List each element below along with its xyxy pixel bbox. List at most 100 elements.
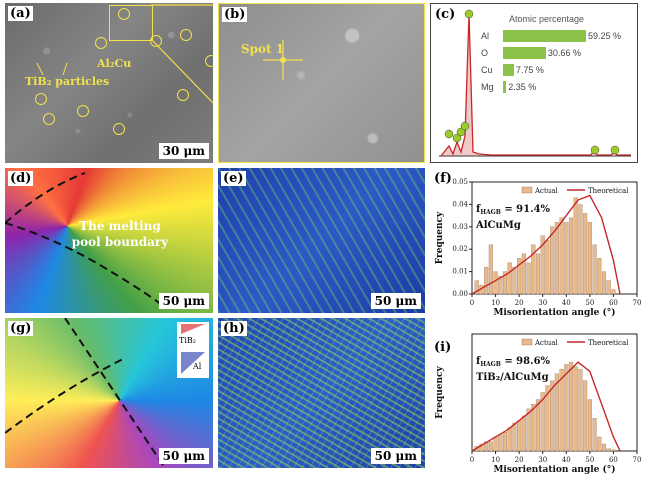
misorientation-chart-i: (i) 0 10 20 30 40 50 60 70 Misorientation angle … xyxy=(430,320,645,475)
x-tick-label: 60 xyxy=(609,456,618,464)
x-tick-label: 70 xyxy=(633,299,642,307)
panel-label-g: (g) xyxy=(8,321,34,336)
histogram-bar xyxy=(507,262,512,295)
histogram-bar xyxy=(488,441,493,452)
scale-bar-label: 50 μm xyxy=(158,448,209,464)
eds-bar-row: Mg 2.35 % xyxy=(481,79,631,96)
histogram-bar xyxy=(531,404,536,452)
panel-label-d: (d) xyxy=(8,171,34,186)
eds-element-label: Cu xyxy=(481,65,493,75)
histogram-bar xyxy=(597,258,602,295)
y-tick-label: 0.04 xyxy=(452,200,468,208)
eds-chart xyxy=(439,9,631,157)
eds-spectrum-panel: (c) Atomic percentage Al 59.25 % O 30.66 % C… xyxy=(430,3,638,163)
hagb-fraction-label: fHAGB = 91.4% xyxy=(476,204,551,216)
spot-crosshair xyxy=(263,40,303,80)
histogram-bar xyxy=(559,368,564,452)
y-tick-label: 0.01 xyxy=(452,268,468,276)
x-axis-label: Misorientation angle (°) xyxy=(493,307,615,318)
ipf-legend: TiB₂ Al xyxy=(177,322,209,378)
eds-value-label: 59.25 % xyxy=(587,31,621,41)
histogram-bar xyxy=(573,197,578,295)
eds-bar-list: Al 59.25 % O 30.66 % Cu 7.75 % Mg 2.35 % xyxy=(481,28,631,96)
misorientation-chart-f: (f) 0 10 20 30 40 50 60 70 0.00 0.01 0.02 0.03 0.04 0… xyxy=(430,168,645,318)
ipf-map-panel-2: (g) TiB₂ Al 50 μm xyxy=(5,318,213,468)
histogram-bar xyxy=(601,443,607,452)
histogram-bar xyxy=(601,271,607,295)
legend-label-theoretical: Theoretical xyxy=(588,187,629,195)
histogram-bar xyxy=(521,415,526,452)
al2cu-label: Al₂Cu xyxy=(97,57,132,70)
histogram-bar xyxy=(606,448,611,452)
x-tick-label: 50 xyxy=(585,299,594,307)
melt-pool-label: The melting pool boundary xyxy=(71,219,169,249)
particle-marker xyxy=(77,105,89,117)
histogram-bar xyxy=(578,204,583,295)
histogram-bar xyxy=(554,373,559,452)
histogram-bar xyxy=(592,244,597,295)
particle-marker xyxy=(43,113,55,125)
legend-swatch-actual xyxy=(521,338,533,346)
histogram-bar xyxy=(526,408,531,452)
legend-al-label: Al xyxy=(193,362,202,371)
eds-element-label: Mg xyxy=(481,82,494,92)
x-tick-label: 0 xyxy=(470,299,474,307)
panel-label-a: (a) xyxy=(8,6,33,21)
histogram-bar xyxy=(583,213,588,295)
histogram-bar xyxy=(517,420,522,452)
scale-bar-label: 50 μm xyxy=(370,448,421,464)
histogram-bar xyxy=(507,427,512,452)
histogram-bar xyxy=(597,436,602,452)
eds-bar xyxy=(503,47,546,59)
scale-bar-label: 50 μm xyxy=(370,293,421,309)
histogram-bar xyxy=(512,266,517,295)
histogram-bar xyxy=(479,443,484,452)
histogram-bar xyxy=(564,222,569,295)
histogram-bar xyxy=(550,226,555,295)
histogram-bar xyxy=(583,380,588,452)
eds-bar-row: Al 59.25 % xyxy=(481,28,631,45)
x-tick-label: 20 xyxy=(515,456,524,464)
kam-map-panel-2: (h) 50 μm xyxy=(218,318,425,468)
scale-bar-label: 30 μm xyxy=(158,143,209,159)
panel-label-e: (e) xyxy=(221,171,246,186)
panel-label-h: (h) xyxy=(221,321,247,336)
eds-element-label: Al xyxy=(481,31,490,41)
eds-bar xyxy=(503,30,586,42)
eds-value-label: 2.35 % xyxy=(508,82,537,92)
histogram-bar xyxy=(592,418,597,452)
histogram-bar xyxy=(484,441,489,452)
peak-marker xyxy=(464,9,474,19)
histogram-bar xyxy=(611,289,616,295)
x-tick-label: 70 xyxy=(633,456,642,464)
x-tick-label: 10 xyxy=(491,456,500,464)
peak-marker xyxy=(590,145,600,155)
x-tick-label: 20 xyxy=(515,299,524,307)
plot-frame xyxy=(471,181,638,295)
zoom-connector xyxy=(36,4,213,104)
histogram-bar xyxy=(578,368,583,452)
material-label: TiB₂/AlCuMg xyxy=(476,372,549,383)
tib2-label: TiB₂ particles xyxy=(25,75,110,88)
particle-marker xyxy=(35,93,47,105)
x-tick-label: 40 xyxy=(562,456,571,464)
histogram-bar xyxy=(535,253,541,295)
histogram-bar xyxy=(474,280,479,295)
x-tick-label: 30 xyxy=(538,299,547,307)
x-tick-label: 60 xyxy=(609,299,618,307)
x-tick-label: 10 xyxy=(491,299,500,307)
legend-swatch-actual xyxy=(521,186,533,194)
eds-value-label: 7.75 % xyxy=(515,65,544,75)
theoretical-curve xyxy=(471,361,621,452)
histogram-bar xyxy=(564,364,569,452)
x-tick-label: 30 xyxy=(538,456,547,464)
y-tick-label: 0.00 xyxy=(452,290,468,298)
eds-bar-row: O 30.66 % xyxy=(481,45,631,62)
histogram-bar xyxy=(526,262,531,295)
zoom-box xyxy=(109,5,153,41)
y-tick-label: 0.05 xyxy=(452,178,468,186)
particle-marker xyxy=(180,29,192,41)
legend-label-theoretical: Theoretical xyxy=(588,339,629,347)
x-tick-label: 0 xyxy=(470,456,474,464)
melt-pool-boundary xyxy=(5,172,166,309)
